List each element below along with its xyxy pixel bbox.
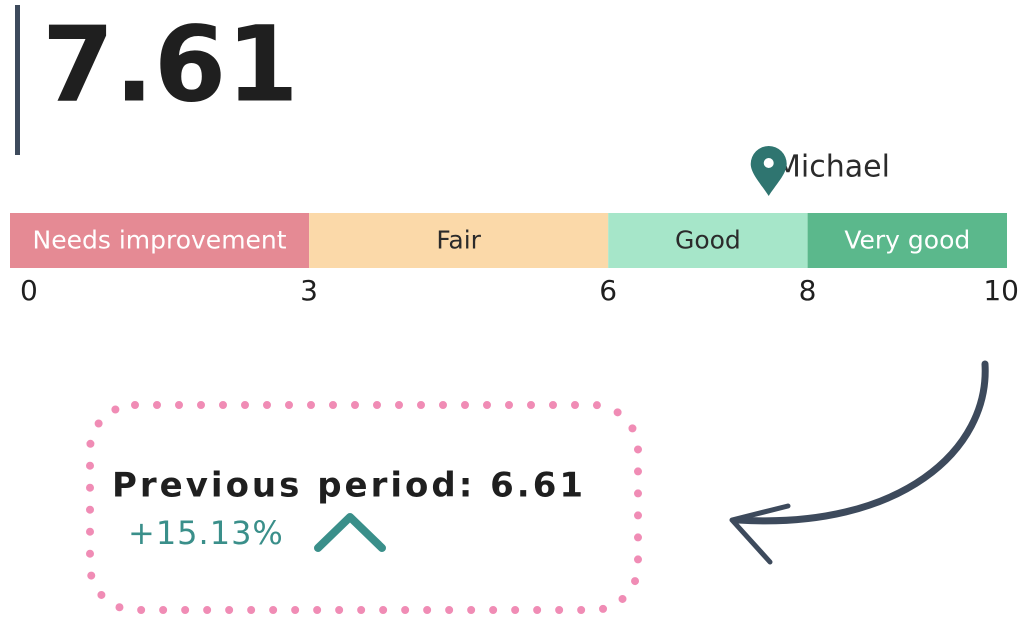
location-pin	[750, 146, 787, 196]
scale-tick-label: 0	[20, 274, 38, 307]
scale-band	[807, 213, 1007, 268]
scale-band	[309, 213, 609, 268]
pin-dot	[763, 158, 774, 168]
pin-shape	[750, 146, 787, 196]
scale-tick-label: 6	[599, 274, 617, 307]
scale-band	[608, 213, 808, 268]
scale-tick-label: 3	[300, 274, 318, 307]
band-label: Very good	[844, 226, 970, 255]
up-chevron	[314, 513, 386, 552]
accent-bar	[15, 5, 20, 155]
band-label: Good	[675, 226, 741, 255]
arrow-head	[729, 503, 791, 565]
score-value: 7.61	[42, 3, 299, 125]
previous-period: Previous period: 6.61	[112, 466, 586, 506]
band-label: Fair	[436, 226, 481, 255]
scale-tick-label: 8	[799, 274, 817, 307]
curved-arrow	[734, 360, 989, 525]
dotted-frame	[86, 401, 642, 614]
scale-band	[10, 213, 310, 268]
scale-tick-label: 10	[983, 274, 1019, 307]
band-label: Needs improvement	[33, 226, 287, 255]
marker-label: Michael	[775, 150, 890, 185]
change-value: +15.13%	[128, 514, 284, 552]
